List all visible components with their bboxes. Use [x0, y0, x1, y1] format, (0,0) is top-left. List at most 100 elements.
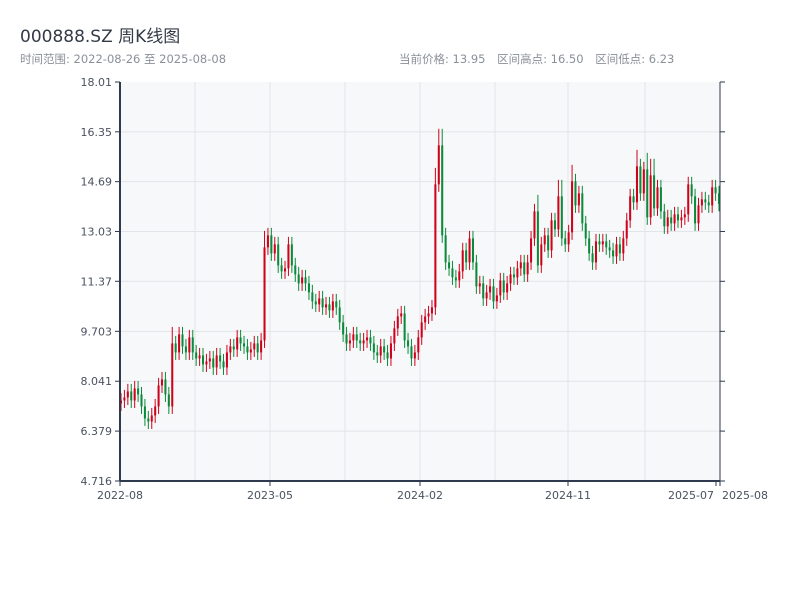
candle-down: [345, 326, 348, 351]
candle-down: [239, 329, 242, 351]
candle-body: [584, 223, 587, 239]
x-tick-label: 2022-08: [97, 489, 143, 502]
candle-body: [588, 238, 591, 254]
candle-body: [366, 337, 369, 341]
candle-body: [441, 145, 444, 236]
candle-body: [536, 211, 539, 266]
candle-up: [468, 230, 471, 270]
candle-body: [594, 241, 598, 263]
candle-body: [369, 337, 372, 344]
candle-body: [516, 268, 519, 278]
candle-up: [400, 305, 403, 324]
candle-body: [526, 262, 529, 275]
candle-body: [714, 187, 717, 194]
candle-body: [239, 337, 242, 344]
candle-down: [502, 272, 505, 300]
candle-body: [301, 277, 304, 284]
candle-up: [478, 275, 481, 294]
candle-body: [687, 184, 690, 215]
candle-down: [512, 266, 515, 285]
candle-down: [164, 371, 167, 402]
candle-down: [690, 176, 693, 204]
candle-body: [130, 391, 133, 401]
candle-down: [407, 332, 410, 354]
candle-up: [348, 332, 351, 351]
candle-down: [184, 338, 187, 360]
candle-body: [649, 175, 652, 218]
candle-down: [591, 245, 594, 270]
candle-up: [253, 335, 256, 357]
candle-body: [133, 388, 136, 401]
candle-body: [577, 193, 580, 206]
candle-up: [263, 230, 266, 348]
candle-down: [372, 335, 375, 360]
candle-down: [454, 269, 457, 288]
candle-body: [249, 349, 252, 353]
x-tick-label: 2023-05: [247, 489, 293, 502]
candle-up: [393, 320, 396, 351]
candle-body: [236, 337, 239, 350]
candle-up: [625, 212, 628, 246]
candle-body: [598, 241, 601, 245]
candle-down: [646, 152, 649, 225]
candle-body: [471, 238, 474, 263]
candle-up: [331, 293, 334, 318]
candle-down: [632, 188, 635, 210]
candle-body: [355, 334, 358, 341]
candle-down: [707, 194, 710, 213]
candle-down: [242, 335, 246, 354]
y-tick-label: 8.041: [81, 375, 113, 388]
candle-body: [372, 343, 375, 353]
candle-up: [495, 287, 498, 309]
candle-up: [178, 326, 181, 360]
candle-body: [601, 241, 604, 245]
candle-down: [441, 128, 444, 243]
candle-down: [321, 290, 324, 315]
candle-down: [383, 338, 386, 360]
candle-down: [311, 284, 314, 309]
candle-body: [547, 235, 550, 251]
candle-down: [342, 314, 345, 342]
candle-body: [506, 283, 509, 293]
candle-up: [396, 308, 399, 336]
candle-up: [506, 275, 509, 300]
candle-up: [160, 371, 164, 393]
candle-body: [485, 292, 488, 299]
candle-body: [325, 304, 328, 308]
candle-body: [157, 385, 160, 407]
candle-body: [553, 220, 557, 230]
candle-body: [608, 247, 611, 251]
candle-down: [475, 254, 478, 294]
candle-up: [424, 308, 427, 330]
candle-body: [523, 262, 526, 275]
candle-down: [564, 230, 567, 252]
candle-body: [413, 352, 416, 359]
candle-down: [290, 236, 293, 273]
candle-body: [615, 244, 618, 257]
candle-up: [687, 176, 690, 222]
candle-body: [632, 196, 635, 203]
candle-down: [297, 266, 300, 291]
candle-body: [143, 406, 146, 419]
candle-body: [430, 307, 433, 314]
y-tick-label: 16.35: [81, 126, 113, 139]
x-tick-label: 2025-07: [668, 489, 714, 502]
candle-up: [318, 290, 321, 312]
candle-down: [482, 275, 485, 306]
candle-up: [229, 338, 232, 360]
candle-down: [523, 254, 526, 282]
candle-body: [342, 322, 345, 335]
candle-body: [458, 271, 461, 281]
candle-body: [383, 346, 386, 353]
candle-body: [482, 283, 485, 299]
candle-body: [256, 343, 259, 353]
candle-down: [536, 194, 539, 273]
candle-body: [328, 304, 331, 311]
candle-body: [591, 253, 594, 263]
period-high: 区间高点: 16.50: [497, 52, 584, 66]
candle-up: [301, 269, 304, 291]
candle-up: [208, 350, 211, 369]
date-range: 时间范围: 2022-08-26 至 2025-08-08: [20, 52, 227, 66]
candle-body: [171, 343, 174, 407]
candle-body: [205, 361, 208, 365]
